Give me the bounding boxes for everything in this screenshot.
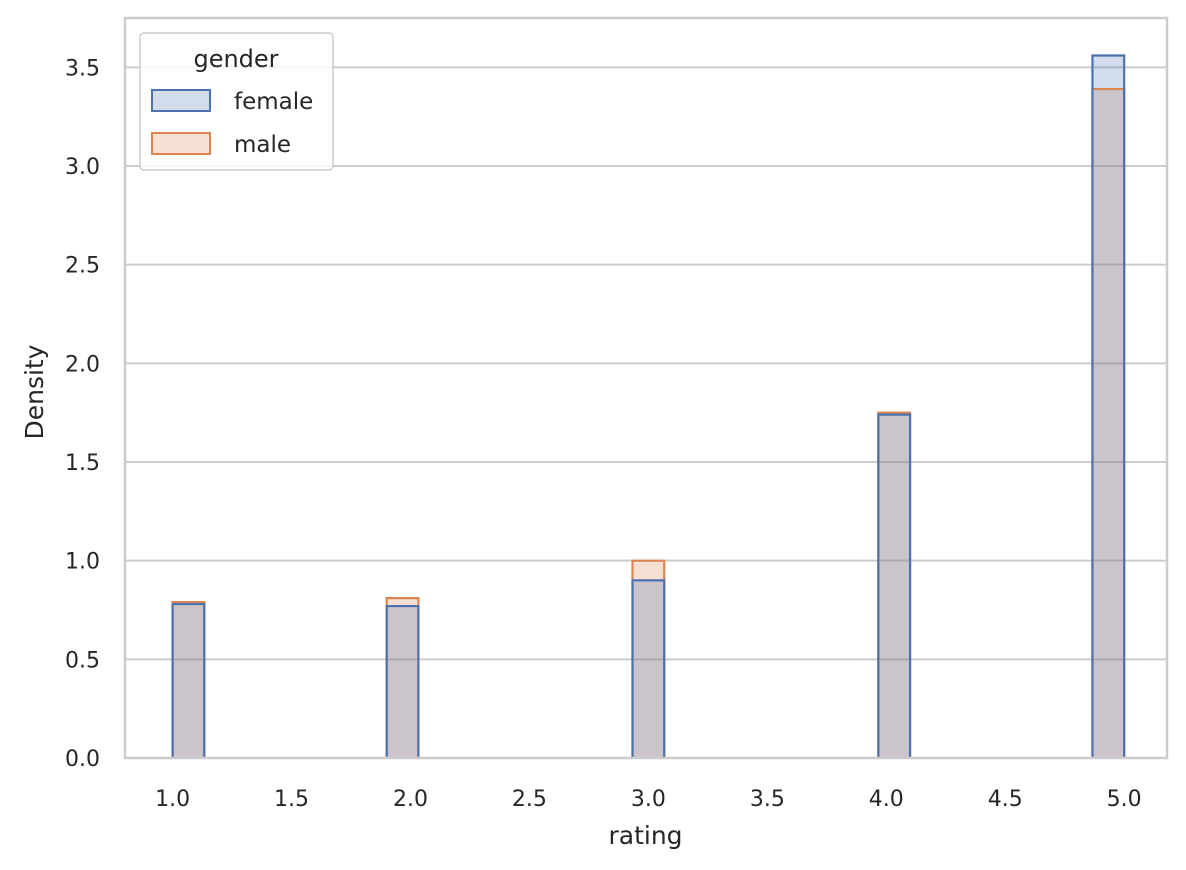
x-tick-label: 3.5 <box>750 787 785 812</box>
bar-male-1.0 <box>172 602 205 758</box>
bar-female-3.0 <box>632 580 665 758</box>
bar-male-2.0 <box>386 598 419 758</box>
y-tick-label: 2.0 <box>65 352 100 377</box>
bar-outline-female-3.0 <box>631 579 666 758</box>
x-tick-label: 1.5 <box>274 787 309 812</box>
x-tick-label: 5.0 <box>1107 787 1142 812</box>
bar-outline-female-5.0 <box>1091 54 1126 758</box>
y-tick-label: 1.0 <box>65 550 100 575</box>
x-tick-label: 3.0 <box>631 787 666 812</box>
x-tick-label: 4.0 <box>869 787 904 812</box>
legend-swatch-female <box>151 89 211 112</box>
axes-spines <box>123 16 1169 760</box>
y-tick-label: 1.5 <box>65 451 100 476</box>
y-tick-labels: 0.0 0.5 1.0 1.5 2.0 2.5 3.0 3.5 <box>65 56 100 772</box>
legend-label-male: male <box>234 132 291 158</box>
legend-box <box>139 32 334 171</box>
bar-outline-female-4.0 <box>877 413 912 758</box>
bar-male-5.0 <box>1092 89 1125 759</box>
bar-female-4.0 <box>878 414 911 758</box>
histogram-bars <box>171 54 1126 759</box>
bar-male-4.0 <box>878 412 911 758</box>
axes-frame <box>123 16 1169 760</box>
bar-female-1.0 <box>172 604 205 758</box>
x-tick-label: 4.5 <box>988 787 1023 812</box>
y-tick-label: 0.5 <box>65 648 100 673</box>
x-tick-labels: 1.0 1.5 2.0 2.5 3.0 3.5 4.0 4.5 5.0 <box>155 787 1142 812</box>
legend-swatch-male <box>151 132 211 155</box>
bar-female-5.0 <box>1092 55 1125 758</box>
legend-label-female: female <box>234 89 313 115</box>
y-tick-label: 3.0 <box>65 155 100 180</box>
legend: gender female male <box>139 32 334 171</box>
y-tick-label: 0.0 <box>65 747 100 772</box>
bar-outline-female-2.0 <box>385 604 420 758</box>
x-tick-label: 1.0 <box>155 787 190 812</box>
bar-female-2.0 <box>386 606 419 758</box>
bar-male-3.0 <box>632 560 665 758</box>
x-axis-label: rating <box>608 821 682 850</box>
y-axis-label: Density <box>20 344 49 439</box>
legend-title: gender <box>193 45 278 73</box>
y-tick-label: 2.5 <box>65 254 100 279</box>
bar-outline-female-1.0 <box>171 602 206 758</box>
x-tick-label: 2.0 <box>393 787 428 812</box>
y-tick-label: 3.5 <box>65 56 100 81</box>
x-tick-label: 2.5 <box>512 787 547 812</box>
